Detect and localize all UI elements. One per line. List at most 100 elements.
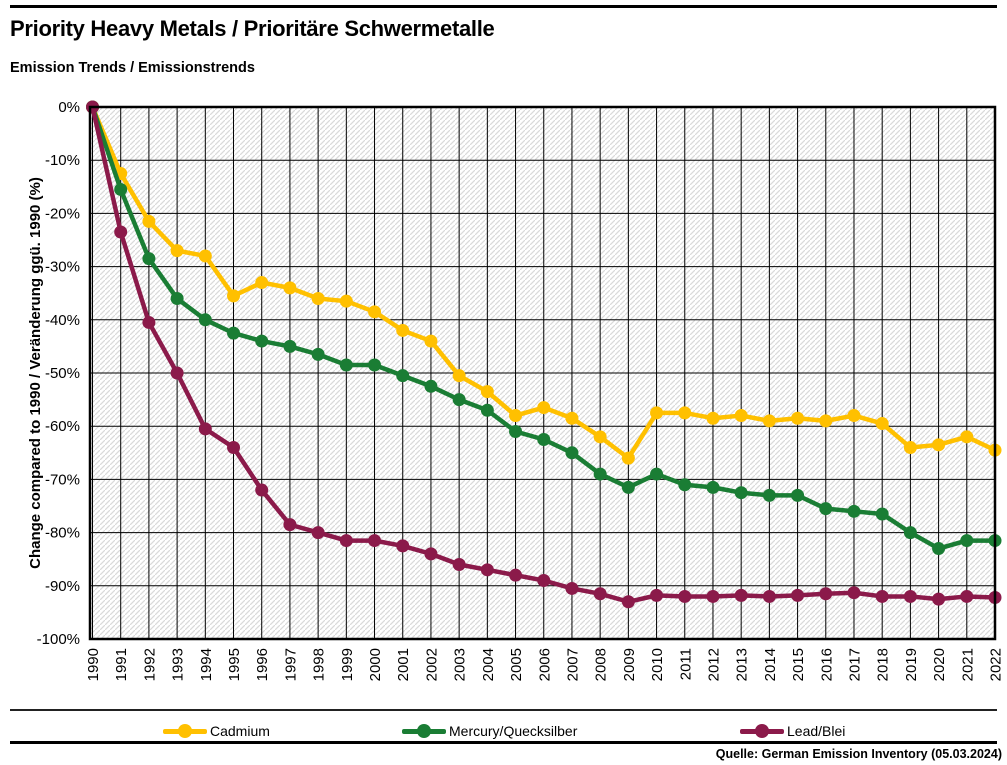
x-tick-label: 2009 [621, 648, 638, 681]
data-point-cadmium [339, 294, 353, 308]
data-point-mercury-quecksilber [368, 358, 382, 372]
y-tick-label: -70% [45, 471, 80, 488]
x-tick-label: 2003 [452, 648, 469, 681]
data-point-cadmium [396, 323, 410, 337]
data-point-mercury-quecksilber [509, 425, 523, 439]
data-point-lead-blei [114, 225, 128, 239]
data-point-mercury-quecksilber [932, 542, 946, 556]
plot-border [88, 105, 997, 641]
y-tick-label: -60% [45, 418, 80, 435]
source-note: Quelle: German Emission Inventory (05.03… [715, 747, 1002, 761]
data-point-cadmium [537, 401, 551, 415]
y-tick-label: -20% [45, 205, 80, 222]
x-tick-label: 2011 [677, 648, 694, 680]
x-tick-label: 2007 [564, 648, 581, 681]
data-point-cadmium [283, 281, 297, 295]
data-point-cadmium [424, 334, 438, 348]
data-point-mercury-quecksilber [593, 467, 607, 481]
data-point-lead-blei [621, 595, 635, 609]
data-point-lead-blei [142, 315, 156, 329]
x-tick-label: 1997 [282, 648, 299, 681]
data-point-lead-blei [311, 526, 325, 540]
x-tick-label: 2019 [903, 648, 920, 681]
x-tick-label: 2022 [988, 648, 1005, 681]
page-title: Priority Heavy Metals / Prioritäre Schwe… [10, 16, 495, 41]
data-point-mercury-quecksilber [678, 478, 692, 492]
x-tick-label: 2004 [480, 648, 497, 681]
legend-label: Cadmium [210, 723, 270, 739]
data-point-cadmium [368, 305, 382, 319]
legend-rule-bottom [10, 741, 997, 744]
data-point-lead-blei [819, 587, 833, 601]
x-axis-tick-labels: 1990 1991 1992 1993 1994 1995 1996 1997 1998 1999… [85, 648, 1005, 681]
data-point-cadmium [762, 414, 776, 428]
data-point-cadmium [960, 430, 974, 444]
x-tick-label: 2015 [790, 648, 807, 681]
data-point-mercury-quecksilber [170, 292, 184, 306]
data-point-lead-blei [678, 589, 692, 603]
data-point-cadmium [847, 409, 861, 423]
x-tick-label: 1996 [254, 648, 271, 681]
data-point-lead-blei [368, 534, 382, 548]
data-point-lead-blei [339, 534, 353, 548]
top-rule [10, 5, 997, 8]
x-tick-label: 2010 [649, 648, 666, 681]
x-tick-label: 1993 [170, 648, 187, 681]
x-tick-label: 1998 [311, 648, 328, 681]
data-point-mercury-quecksilber [255, 334, 269, 348]
data-point-cadmium [170, 244, 184, 258]
data-point-mercury-quecksilber [480, 403, 494, 417]
data-point-lead-blei [283, 518, 297, 532]
data-point-lead-blei [227, 440, 241, 454]
data-point-lead-blei [565, 581, 579, 595]
x-tick-label: 2001 [395, 648, 412, 681]
legend-item-mercury: Mercury/Quecksilber [402, 717, 577, 745]
data-point-lead-blei [903, 589, 917, 603]
x-tick-label: 2013 [734, 648, 751, 681]
lead-line-marker-icon [740, 724, 784, 738]
x-tick-label: 1994 [198, 648, 215, 681]
data-point-mercury-quecksilber [424, 379, 438, 393]
data-point-cadmium [227, 289, 241, 303]
data-point-mercury-quecksilber [819, 502, 833, 516]
data-point-cadmium [142, 214, 156, 228]
data-point-mercury-quecksilber [142, 252, 156, 266]
data-point-cadmium [650, 406, 664, 420]
data-point-mercury-quecksilber [565, 446, 579, 460]
x-tick-label: 1990 [85, 648, 102, 681]
y-axis-tick-labels: 0% -10% -20% -30% -40% -50% -60% -70% -80% -90% -1… [37, 99, 80, 648]
data-point-lead-blei [198, 422, 212, 436]
series-cadmium [86, 100, 1002, 465]
legend-item-lead: Lead/Blei [740, 717, 845, 745]
data-point-lead-blei [847, 586, 861, 600]
data-point-mercury-quecksilber [875, 507, 889, 521]
data-point-mercury-quecksilber [227, 326, 241, 340]
x-tick-label: 2020 [931, 648, 948, 681]
x-tick-label: 2018 [875, 648, 892, 681]
data-point-mercury-quecksilber [198, 313, 212, 327]
data-point-mercury-quecksilber [903, 526, 917, 540]
data-point-lead-blei [480, 563, 494, 577]
x-tick-label: 2014 [762, 648, 779, 681]
x-tick-label: 1995 [226, 648, 243, 681]
x-tick-label: 2008 [593, 648, 610, 681]
data-point-cadmium [509, 409, 523, 423]
data-point-lead-blei [255, 483, 269, 497]
series-mercury-quecksilber [86, 100, 1002, 556]
page-subtitle: Emission Trends / Emissionstrends [10, 60, 255, 76]
data-point-mercury-quecksilber [396, 369, 410, 383]
data-point-lead-blei [537, 573, 551, 587]
data-point-cadmium [593, 430, 607, 444]
data-point-lead-blei [762, 589, 776, 603]
cadmium-line-marker-icon [163, 724, 207, 738]
data-point-mercury-quecksilber [650, 467, 664, 481]
data-point-cadmium [565, 411, 579, 425]
data-point-mercury-quecksilber [960, 534, 974, 548]
x-tick-label: 2012 [705, 648, 722, 681]
data-point-mercury-quecksilber [311, 347, 325, 361]
y-tick-label: -50% [45, 365, 80, 382]
x-tick-label: 2021 [959, 648, 976, 681]
data-point-mercury-quecksilber [537, 433, 551, 446]
data-point-mercury-quecksilber [847, 504, 861, 518]
legend-item-cadmium: Cadmium [163, 717, 270, 745]
